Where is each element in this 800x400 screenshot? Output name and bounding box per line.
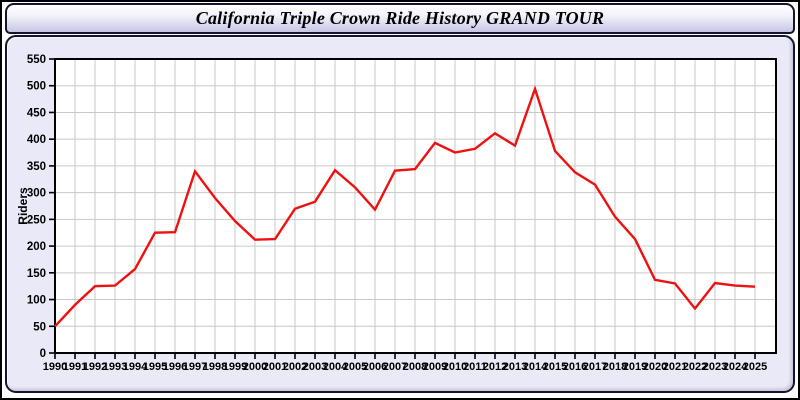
chart-panel bbox=[5, 35, 795, 393]
chart-title-bar: California Triple Crown Ride History GRA… bbox=[5, 3, 795, 34]
chart-title: California Triple Crown Ride History GRA… bbox=[195, 8, 605, 28]
